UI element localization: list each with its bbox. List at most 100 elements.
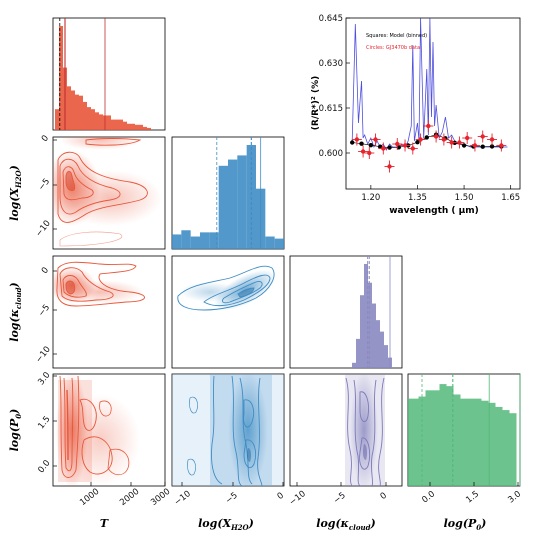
hist-bar: [446, 386, 454, 486]
hist-bar: [95, 112, 99, 130]
data-point: [489, 137, 495, 142]
data-point: [367, 150, 372, 156]
data-point: [457, 140, 462, 145]
binned-model-point: [387, 145, 392, 150]
inset-ticks: 1.20 1.35 1.50 1.65 0.600 0.615 0.630 0.645: [319, 14, 520, 203]
binned-model-point: [461, 143, 467, 148]
tick-p0-3: 3.0: [506, 489, 523, 505]
data-point: [395, 141, 400, 147]
ytick-xh2o-m5: −5: [37, 177, 53, 193]
high-res-model-line: [351, 17, 508, 151]
inset-ytick-label: 0.615: [319, 104, 343, 114]
tick-p0-0: 0.0: [420, 489, 437, 505]
legend-model: Squares: Model (binned): [366, 33, 427, 39]
hist-bar: [181, 230, 191, 249]
data-point: [499, 143, 504, 148]
xlabel-xh2o: log(XH2O): [198, 517, 254, 532]
binned-model-point: [480, 144, 485, 149]
hist-bar: [127, 123, 131, 130]
density-kappa-vs-p0: [345, 374, 385, 486]
hist-bar: [360, 295, 364, 368]
hist-bar: [352, 362, 356, 368]
hist-bar: [265, 236, 275, 249]
binned-model-point: [489, 144, 495, 149]
hist-bar: [83, 101, 87, 130]
hist-bar: [372, 303, 376, 368]
inset-xtick-label: 1.65: [501, 193, 520, 203]
y-tick-labels: 0 −5 −10 0 −5 −10 3.0 1.5 0.0: [34, 134, 53, 476]
hist-bar: [237, 155, 247, 249]
inset-ytick-label: 0.630: [319, 59, 343, 69]
hist-bar: [408, 398, 412, 486]
hist-bar: [228, 159, 238, 249]
inset-ytick-label: 0.645: [319, 14, 343, 24]
hist-bar: [467, 398, 475, 486]
hist-bar: [411, 398, 419, 486]
hist-bar: [55, 109, 59, 130]
inset-ylabel: (R/R*)² (%): [311, 76, 321, 130]
hist-bar: [502, 410, 510, 486]
histogram-log-kappa-cloud: [352, 256, 392, 368]
ytick-kappa-0: 0: [40, 266, 51, 276]
hist-bar: [432, 390, 440, 486]
legend-data: Circles: GJ3470b data: [366, 45, 420, 51]
xlabel-kappa: log(κcloud): [316, 517, 375, 532]
data-point: [387, 164, 392, 169]
ytick-kappa-m10: −10: [34, 345, 53, 365]
data-point: [354, 137, 360, 142]
hist-bar: [495, 406, 503, 486]
histogram-log-x-h2o: [172, 137, 284, 249]
tick-p0-1.5: 1.5: [464, 489, 481, 505]
data-point: [360, 149, 366, 154]
histogram-T: [55, 18, 151, 130]
ylabel-p0: log(P0): [8, 409, 23, 452]
density-xh2o-vs-p0: [172, 374, 284, 486]
hist-bar: [384, 345, 388, 368]
hist-bar: [218, 165, 228, 249]
density-T-vs-xh2o: [53, 137, 162, 247]
spectrum-inset: 1.20 1.35 1.50 1.65 0.600 0.615 0.630 0.645 Squ…: [311, 14, 521, 216]
hist-bar: [453, 394, 461, 486]
ylabel-kappa: log(κcloud): [8, 282, 23, 341]
data-point: [441, 137, 447, 142]
xlabel-T: T: [100, 517, 109, 530]
hist-bar: [91, 109, 95, 130]
ytick-kappa-m5: −5: [37, 303, 53, 319]
hist-bar: [143, 126, 147, 130]
hist-bar: [75, 94, 79, 130]
data-points: [351, 120, 507, 173]
hist-bar: [481, 400, 489, 486]
x-tick-labels: 1000 2000 3000 −10 −5 0 −10 −5 0 0.0 1.5…: [78, 487, 523, 508]
binned-model-point: [424, 135, 429, 140]
model-highres-path: [351, 17, 508, 151]
binned-model-point: [415, 140, 420, 145]
histogram-log-p0: [408, 374, 521, 486]
data-point: [449, 140, 454, 145]
hist-bar: [107, 115, 111, 130]
hist-bar: [79, 95, 83, 130]
hist-bar: [364, 264, 368, 368]
inset-ytick-label: 0.600: [319, 149, 343, 159]
tick-xh2o-0: 0: [276, 491, 286, 502]
data-point: [373, 137, 378, 142]
ytick-xh2o-m10: −10: [34, 219, 53, 239]
ytick-xh2o-0: 0: [40, 134, 51, 144]
hist-bar: [368, 282, 372, 368]
hist-bar: [509, 413, 517, 486]
data-point: [410, 146, 416, 151]
tick-kappa-m10: −10: [288, 489, 308, 508]
hist-bar: [209, 232, 219, 249]
hist-bar: [274, 238, 284, 249]
hist-bar: [190, 236, 200, 249]
hist-bar: [439, 384, 447, 486]
hist-bar: [67, 86, 71, 130]
tick-kappa-m5: −5: [332, 491, 348, 507]
inset-xtick-label: 1.50: [455, 193, 474, 203]
data-point: [402, 143, 408, 148]
data-point: [433, 134, 439, 139]
data-point: [418, 137, 423, 142]
data-point: [426, 123, 431, 129]
hist-bar: [147, 127, 151, 130]
axis-labels: T log(XH2O) log(κcloud) log(P0) log(XH2O…: [8, 165, 486, 532]
hist-bar: [139, 124, 143, 130]
